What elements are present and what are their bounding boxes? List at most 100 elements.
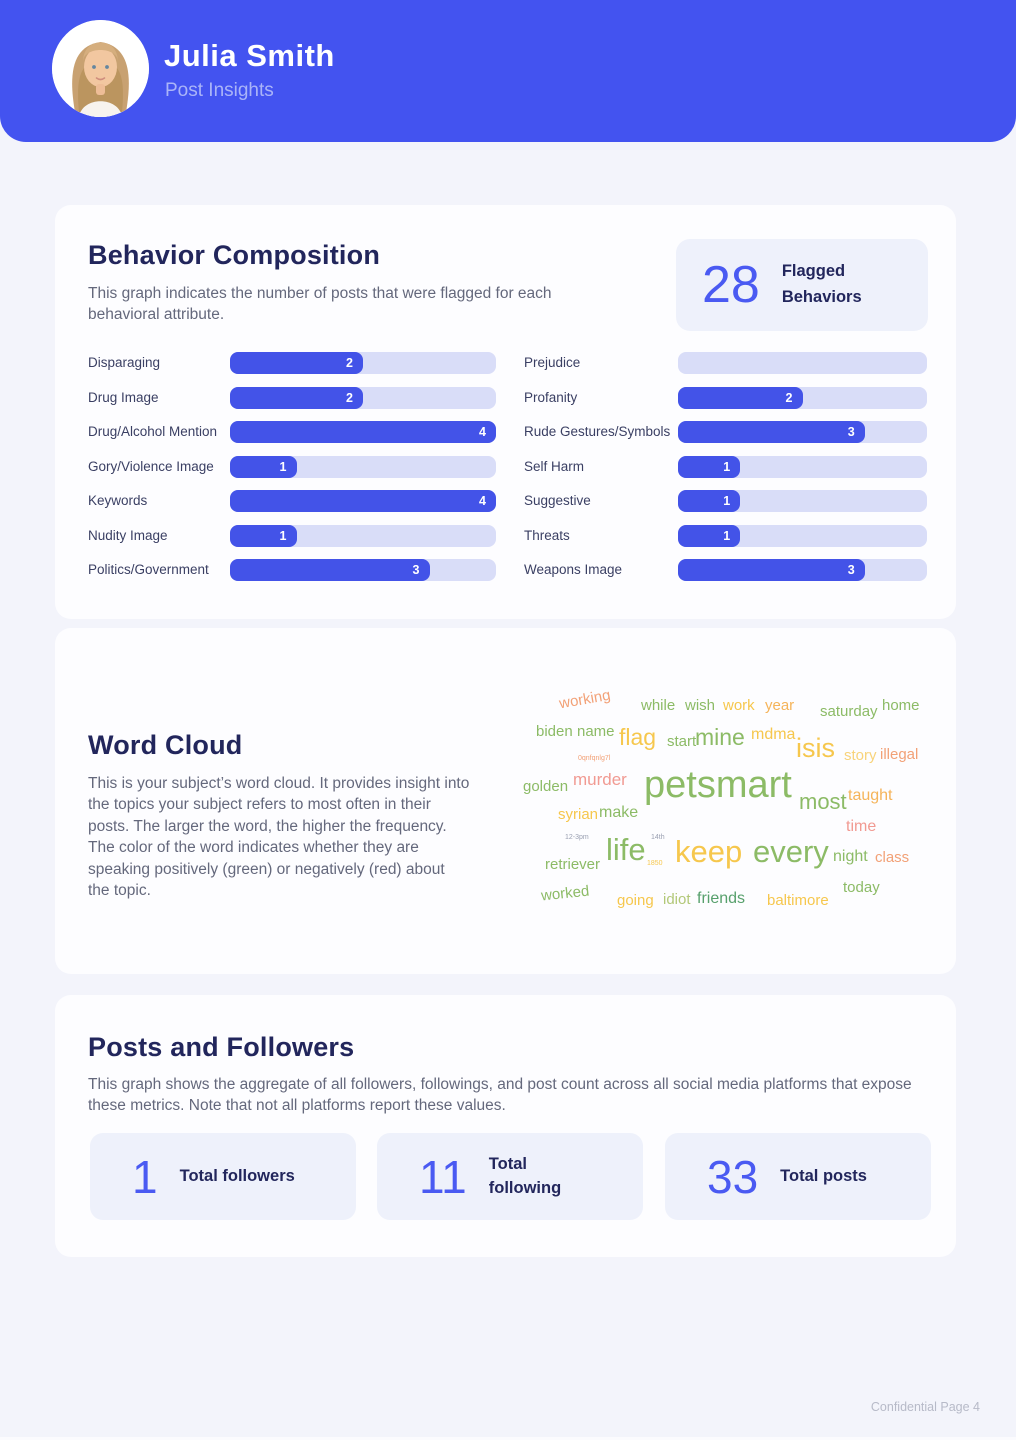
behavior-bar-row: Prejudice [524,352,928,374]
posts-followers-card: Posts and Followers This graph shows the… [55,995,956,1257]
cloud-word: petsmart [644,764,792,806]
behavior-bar-fill: 3 [678,559,865,581]
behavior-bar-row: Rude Gestures/Symbols 3 [524,421,928,443]
stat-card: 11 Total following [377,1133,643,1220]
behavior-bar-label: Keywords [88,493,148,508]
cloud-word: syrian [558,806,599,823]
behavior-bar-fill: 1 [230,455,297,478]
behavior-bar-track: 1 [230,455,496,478]
behavior-bar-fill: 1 [230,524,297,547]
cloud-word: year [765,697,795,714]
posts-description: This graph shows the aggregate of all fo… [88,1076,912,1115]
cloud-word: baltimore [767,892,829,909]
behavior-title: Behavior Composition [88,240,381,270]
cloud-word: saturday [820,703,878,720]
cloud-word: isis [796,733,835,763]
flagged-count: 28 [702,256,760,314]
cloud-word: biden [536,723,573,740]
cloud-word: 1850 [647,860,663,867]
cloud-word: mdma [751,726,796,743]
behavior-bar-fill: 2 [678,386,803,409]
behavior-bar-fill: 2 [230,386,363,409]
behavior-bar-track: 1 [230,524,496,547]
behavior-bar-value: 4 [479,425,486,439]
behavior-bar-track: 1 [678,455,927,478]
behavior-bar-value: 3 [847,425,855,439]
page-bottom-edge [0,1437,1016,1440]
cloud-word: keep [675,834,743,869]
cloud-word: life [606,832,646,867]
cloud-word: wish [685,697,716,714]
behavior-bar-value: 4 [479,494,486,508]
cloud-word: home [882,697,920,714]
behavior-bar-track: 3 [678,421,927,443]
flagged-behaviors-panel: 28 Flagged Behaviors [676,239,928,331]
cloud-word: working [557,686,612,713]
behavior-bar-row: Politics/Government 3 [88,559,508,581]
behavior-bar-row: Disparaging 2 [88,352,508,374]
behavior-bar-label: Nudity Image [88,527,168,543]
behavior-bar-fill: 1 [678,490,741,512]
behavior-bar-row: Threats 1 [524,524,928,547]
behavior-bar-row: Drug Image 2 [88,386,508,409]
word-cloud-title: Word Cloud [88,730,243,760]
behavior-bar-label: Disparaging [88,355,161,370]
behavior-bar-fill: 3 [678,421,865,443]
cloud-word: friends [697,890,746,907]
behavior-bar-label: Prejudice [524,355,581,370]
behavior-bar-value: 1 [279,528,287,543]
behavior-bar-row: Suggestive 1 [524,490,928,512]
stat-label: Total posts [780,1166,867,1185]
stat-label: Total followers [179,1166,295,1185]
stat-value: 11 [419,1150,467,1203]
behavior-bar-fill: 4 [230,490,496,512]
cloud-word: work [723,697,755,714]
behavior-bars-right: Prejudice Profanity 2 Rude Gestures/Symbols… [524,352,928,594]
cloud-word: retriever [545,856,601,873]
behavior-bar-label: Profanity [524,389,578,405]
behavior-bar-track: 3 [230,559,496,581]
cloud-word: most [799,789,847,814]
behavior-bar-fill: 3 [230,559,430,581]
behavior-bar-value: 2 [785,390,793,405]
behavior-bar-row: Nudity Image 1 [88,524,508,547]
stat-label: Total following [488,1155,562,1197]
behavior-bar-track: 3 [678,559,927,581]
word-cloud: working while wish work year saturday home bide… [55,628,956,974]
behavior-bar-label: Drug/Alcohol Mention [88,424,218,439]
behavior-bar-value: 1 [723,494,731,508]
cloud-word: taught [848,787,893,804]
behavior-bar-value: 2 [346,356,353,370]
behavior-bar-track: 1 [678,490,927,512]
cloud-word: night [833,848,868,865]
behavior-bar-fill: 4 [230,421,496,443]
behavior-bars-left: Disparaging 2 Drug Image 2 Drug/Alcohol Ment… [88,352,508,594]
behavior-bar-label: Gory/Violence Image [88,458,214,474]
cloud-word: mine [695,724,745,750]
behavior-bar-row: Keywords 4 [88,490,508,512]
behavior-bar-label: Threats [524,527,570,543]
posts-title: Posts and Followers [88,1032,355,1062]
behavior-bar-track [678,352,927,374]
behavior-bar-fill: 2 [230,352,363,374]
cloud-word: while [641,697,676,714]
avatar [52,20,149,117]
cloud-word: make [599,804,639,821]
cloud-word: every [753,834,829,869]
behavior-bar-label: Suggestive [524,493,591,508]
behavior-bar-value: 3 [847,563,855,577]
behavior-bar-label: Drug Image [88,389,159,405]
behavior-bar-label: Politics/Government [88,562,209,577]
behavior-bar-fill: 1 [678,455,741,478]
stat-card: 1 Total followers [90,1133,356,1220]
behavior-bar-track: 1 [678,524,927,547]
behavior-bar-row: Gory/Violence Image 1 [88,455,508,478]
cloud-word: 0qnfqnlg7l [578,755,611,762]
behavior-bar-track: 2 [230,386,496,409]
flagged-label: Flagged Behaviors [781,262,862,306]
behavior-bar-value: 2 [346,390,353,405]
cloud-word: 12-3pm [565,834,589,841]
avatar-portrait-image [52,20,149,117]
behavior-bar-value: 1 [723,528,731,543]
report-subtitle: Post Insights [165,80,274,101]
